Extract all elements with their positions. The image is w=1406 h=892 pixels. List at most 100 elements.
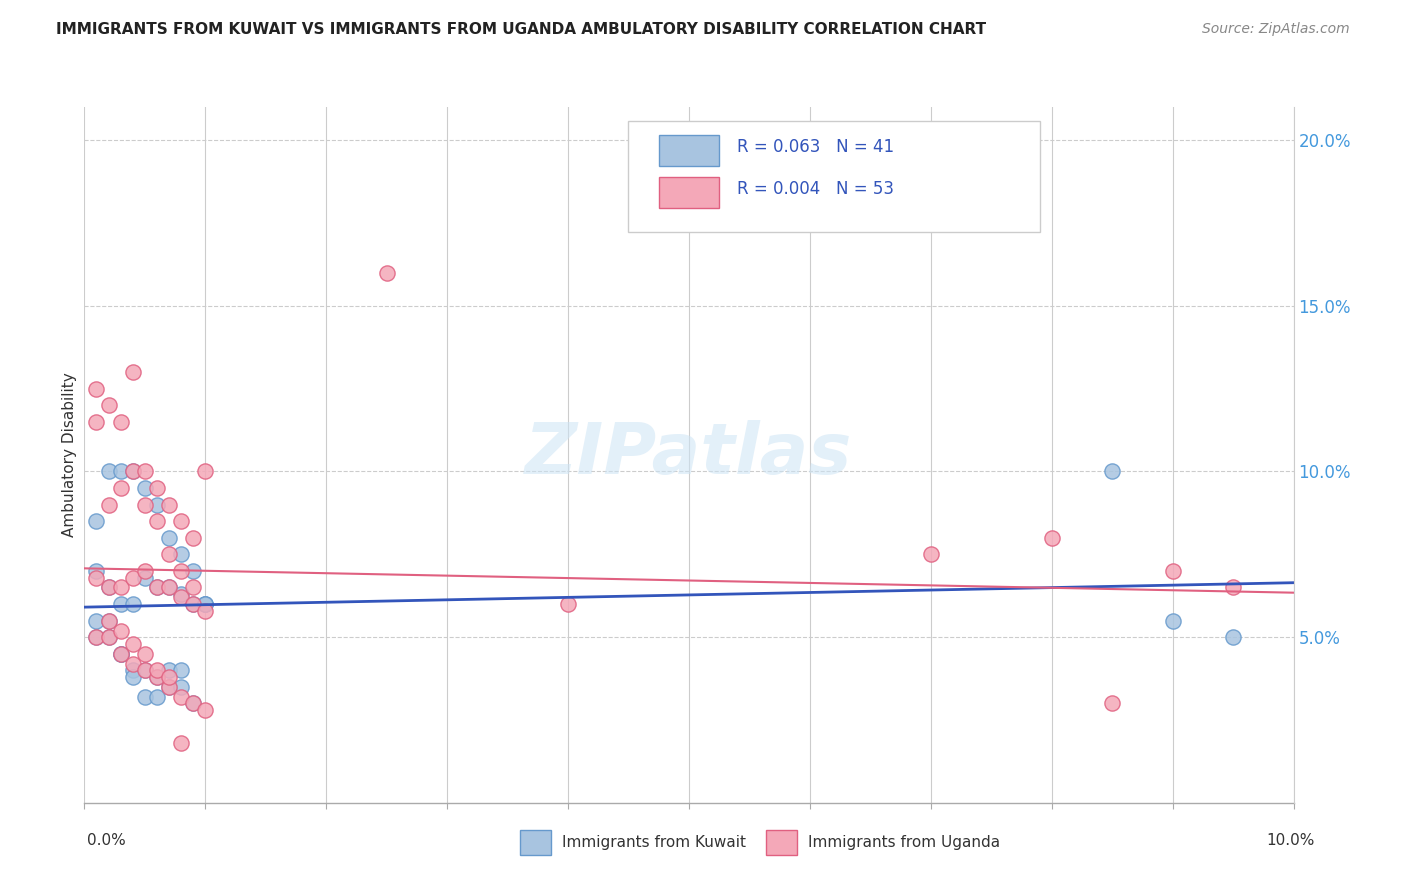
Point	[86, 415, 108, 429]
Point	[86, 570, 108, 584]
Point	[170, 680, 193, 694]
Point	[121, 465, 143, 479]
Point	[157, 498, 180, 512]
Point	[170, 587, 193, 601]
Point	[146, 663, 169, 677]
Point	[110, 581, 132, 595]
Text: Source: ZipAtlas.com: Source: ZipAtlas.com	[1202, 22, 1350, 37]
Point	[134, 570, 156, 584]
Text: Immigrants from Kuwait: Immigrants from Kuwait	[562, 835, 747, 849]
Text: IMMIGRANTS FROM KUWAIT VS IMMIGRANTS FROM UGANDA AMBULATORY DISABILITY CORRELATI: IMMIGRANTS FROM KUWAIT VS IMMIGRANTS FRO…	[56, 22, 987, 37]
Point	[110, 415, 132, 429]
Bar	[659, 177, 720, 208]
Point	[170, 736, 193, 750]
Point	[146, 670, 169, 684]
Point	[157, 680, 180, 694]
Point	[1222, 581, 1244, 595]
Point	[86, 614, 108, 628]
Point	[1101, 697, 1123, 711]
Point	[121, 465, 143, 479]
Point	[110, 624, 132, 638]
Point	[97, 398, 120, 412]
Point	[157, 663, 180, 677]
Point	[170, 547, 193, 561]
Point	[134, 663, 156, 677]
Point	[157, 680, 180, 694]
Point	[181, 697, 204, 711]
Point	[134, 564, 156, 578]
Point	[1040, 531, 1063, 545]
Point	[121, 637, 143, 651]
Point	[181, 597, 204, 611]
Point	[1101, 465, 1123, 479]
Text: Immigrants from Uganda: Immigrants from Uganda	[808, 835, 1001, 849]
Point	[146, 481, 169, 495]
Point	[146, 581, 169, 595]
Point	[181, 531, 204, 545]
Point	[121, 670, 143, 684]
Point	[134, 481, 156, 495]
Point	[181, 597, 204, 611]
Point	[1161, 564, 1184, 578]
Point	[194, 597, 217, 611]
Point	[97, 581, 120, 595]
Point	[134, 690, 156, 704]
Point	[110, 647, 132, 661]
Point	[1161, 614, 1184, 628]
Point	[121, 570, 143, 584]
Point	[110, 465, 132, 479]
Point	[557, 597, 579, 611]
Point	[86, 630, 108, 644]
Point	[157, 547, 180, 561]
Text: R = 0.004   N = 53: R = 0.004 N = 53	[737, 180, 894, 198]
Point	[97, 630, 120, 644]
Point	[194, 465, 217, 479]
Point	[146, 670, 169, 684]
Point	[170, 564, 193, 578]
Y-axis label: Ambulatory Disability: Ambulatory Disability	[62, 373, 77, 537]
Point	[134, 663, 156, 677]
Point	[157, 581, 180, 595]
Point	[121, 663, 143, 677]
Point	[86, 630, 108, 644]
Point	[97, 581, 120, 595]
Point	[181, 564, 204, 578]
Point	[110, 647, 132, 661]
Text: ZIPatlas: ZIPatlas	[526, 420, 852, 490]
Point	[146, 498, 169, 512]
Point	[97, 630, 120, 644]
Point	[146, 581, 169, 595]
Point	[134, 647, 156, 661]
Point	[194, 604, 217, 618]
Point	[97, 465, 120, 479]
Point	[97, 614, 120, 628]
Point	[110, 647, 132, 661]
Point	[86, 382, 108, 396]
Text: R = 0.063   N = 41: R = 0.063 N = 41	[737, 138, 894, 156]
Point	[86, 564, 108, 578]
Point	[110, 597, 132, 611]
Point	[86, 514, 108, 528]
Point	[121, 657, 143, 671]
Bar	[659, 135, 720, 166]
Point	[157, 531, 180, 545]
Point	[194, 597, 217, 611]
Point	[194, 703, 217, 717]
Point	[97, 498, 120, 512]
Point	[170, 663, 193, 677]
Point	[97, 614, 120, 628]
Point	[157, 670, 180, 684]
Point	[134, 498, 156, 512]
Point	[920, 547, 942, 561]
Point	[181, 581, 204, 595]
Point	[134, 465, 156, 479]
Point	[181, 697, 204, 711]
Point	[194, 597, 217, 611]
Point	[170, 514, 193, 528]
Point	[146, 690, 169, 704]
Text: 0.0%: 0.0%	[87, 833, 127, 847]
Point	[170, 591, 193, 605]
Point	[121, 597, 143, 611]
Point	[170, 690, 193, 704]
Point	[157, 581, 180, 595]
